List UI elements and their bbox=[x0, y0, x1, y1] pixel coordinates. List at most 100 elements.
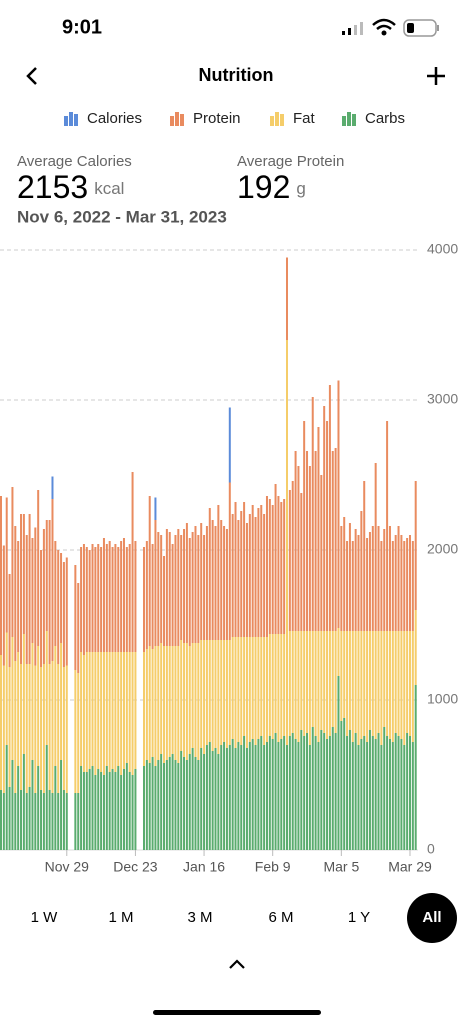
bar-segment bbox=[174, 535, 177, 646]
bar-segment bbox=[188, 538, 191, 646]
bar-segment bbox=[188, 754, 191, 850]
bar-segment bbox=[114, 772, 117, 850]
bar-segment bbox=[314, 736, 317, 850]
bar-segment bbox=[308, 631, 311, 745]
bar-segment bbox=[2, 665, 5, 793]
bar-segment bbox=[20, 664, 23, 790]
bar-segment bbox=[125, 652, 128, 763]
bar-segment bbox=[185, 643, 188, 760]
bar-segment bbox=[400, 631, 403, 739]
bar-segment bbox=[263, 745, 266, 850]
bar-segment bbox=[134, 769, 137, 850]
bar-segment bbox=[122, 652, 125, 769]
bar-segment bbox=[163, 646, 166, 763]
bar-segment bbox=[148, 763, 151, 850]
bar-segment bbox=[114, 652, 117, 772]
bar-segment bbox=[317, 427, 320, 631]
stat-value: 192 g bbox=[237, 169, 306, 205]
bar-segment bbox=[94, 547, 97, 652]
bar-segment bbox=[314, 631, 317, 736]
bar-segment bbox=[108, 541, 111, 652]
bar-segment bbox=[265, 496, 268, 637]
bar-segment bbox=[320, 631, 323, 730]
bar-segment bbox=[2, 793, 5, 850]
bar-segment bbox=[37, 490, 40, 646]
bar-segment bbox=[37, 646, 40, 766]
bar-segment bbox=[111, 769, 114, 850]
bar-segment bbox=[388, 526, 391, 631]
page-title: Nutrition bbox=[199, 65, 274, 85]
bar-segment bbox=[28, 514, 31, 664]
bar-segment bbox=[185, 760, 188, 850]
bar-segment bbox=[337, 676, 340, 850]
bar-segment bbox=[211, 520, 214, 640]
bar-segment bbox=[148, 496, 151, 646]
bar-segment bbox=[54, 646, 57, 766]
bar-segment bbox=[234, 502, 237, 637]
bar-segment bbox=[54, 541, 57, 646]
bar-segment bbox=[328, 736, 331, 850]
bar-segment bbox=[331, 451, 334, 631]
bar-segment bbox=[294, 739, 297, 850]
range-button[interactable]: 1 W bbox=[31, 909, 59, 926]
bar-segment bbox=[286, 257, 288, 340]
bar-segment bbox=[228, 745, 231, 850]
bar-segment bbox=[328, 631, 331, 736]
bar-segment bbox=[277, 496, 280, 634]
range-button[interactable]: 1 M bbox=[108, 909, 133, 926]
bar-segment bbox=[171, 544, 174, 646]
bar-segment bbox=[234, 748, 237, 850]
bar-segment bbox=[286, 745, 288, 850]
legend-icon bbox=[342, 116, 346, 126]
range-button[interactable]: 1 Y bbox=[348, 909, 370, 926]
bar-segment bbox=[22, 514, 25, 634]
bar-segment bbox=[51, 793, 54, 850]
bar-segment bbox=[111, 652, 114, 769]
bar-segment bbox=[191, 748, 194, 850]
bar-segment bbox=[314, 451, 317, 631]
bar-segment bbox=[268, 634, 271, 736]
bar-segment bbox=[380, 541, 383, 631]
bar-segment bbox=[143, 547, 145, 652]
bar-segment bbox=[228, 482, 231, 640]
bar-segment bbox=[25, 664, 28, 793]
bar-segment bbox=[383, 631, 386, 727]
legend-label: Protein bbox=[193, 110, 241, 127]
bar-segment bbox=[65, 793, 68, 850]
range-button[interactable]: 3 M bbox=[187, 909, 212, 926]
bar-segment bbox=[283, 634, 286, 736]
stat-unit: g bbox=[296, 179, 305, 198]
bar-segment bbox=[248, 514, 251, 637]
expand-button[interactable] bbox=[229, 959, 245, 969]
add-button[interactable] bbox=[427, 67, 445, 85]
bar-segment bbox=[331, 631, 334, 727]
x-tick-label: Jan 16 bbox=[183, 859, 225, 875]
range-button[interactable]: 6 M bbox=[268, 909, 293, 926]
bar-segment bbox=[42, 529, 45, 664]
bar-segment bbox=[60, 553, 63, 643]
bar-segment bbox=[28, 664, 31, 787]
bar-segment bbox=[120, 775, 123, 850]
bar-segment bbox=[42, 793, 45, 850]
bar-segment bbox=[220, 520, 223, 640]
bar-segment bbox=[60, 760, 63, 850]
bar-segment bbox=[291, 733, 294, 850]
bar-segment bbox=[25, 535, 28, 664]
bar-segment bbox=[40, 667, 43, 790]
stat-label: Average Protein bbox=[237, 153, 344, 170]
bar-segment bbox=[165, 646, 168, 760]
range-button[interactable]: All bbox=[422, 909, 441, 926]
bar-segment bbox=[263, 637, 266, 745]
bar-segment bbox=[268, 736, 271, 850]
bar-segment bbox=[11, 487, 14, 637]
bar-segment bbox=[171, 646, 174, 754]
bar-segment bbox=[237, 520, 240, 637]
back-button[interactable] bbox=[26, 67, 37, 85]
bar-segment bbox=[360, 739, 363, 850]
bar-segment bbox=[200, 640, 203, 748]
bar-segment bbox=[223, 526, 226, 640]
bar-segment bbox=[105, 766, 108, 850]
bar-segment bbox=[391, 631, 394, 742]
bar-segment bbox=[245, 748, 248, 850]
